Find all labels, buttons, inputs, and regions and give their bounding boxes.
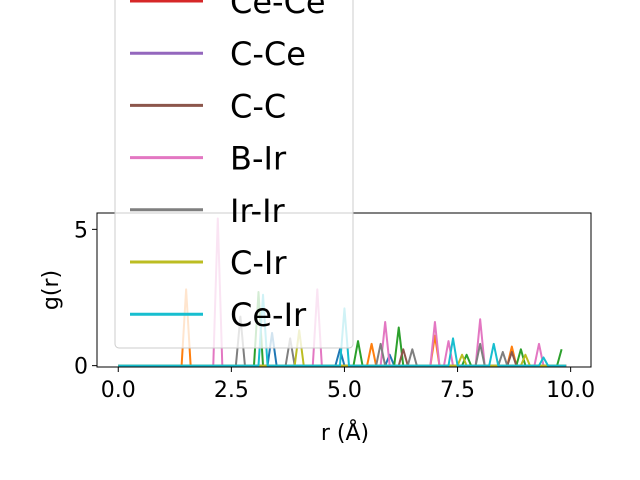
x-tick-label: 0.0 (101, 378, 136, 403)
x-tick-label: 2.5 (214, 378, 249, 403)
legend-label: B-Ir (230, 140, 287, 178)
x-axis-label: r (Å) (321, 419, 369, 446)
legend-label: Ce-Ir (230, 296, 307, 334)
y-tick-label: 0 (74, 355, 88, 380)
legend-label: C-C (230, 87, 286, 125)
legend-label: Ce-Ce (230, 0, 326, 21)
x-tick-label: 5.0 (327, 378, 362, 403)
y-tick-label: 5 (74, 218, 88, 243)
series-line (118, 291, 563, 367)
legend-label: C-Ce (230, 35, 306, 73)
x-tick-label: 7.5 (440, 378, 475, 403)
legend-label: C-Ir (230, 244, 287, 282)
y-axis-label: g(r) (39, 270, 64, 310)
legend-label: Ir-Ir (230, 192, 286, 230)
x-tick-label: 10.0 (546, 378, 595, 403)
